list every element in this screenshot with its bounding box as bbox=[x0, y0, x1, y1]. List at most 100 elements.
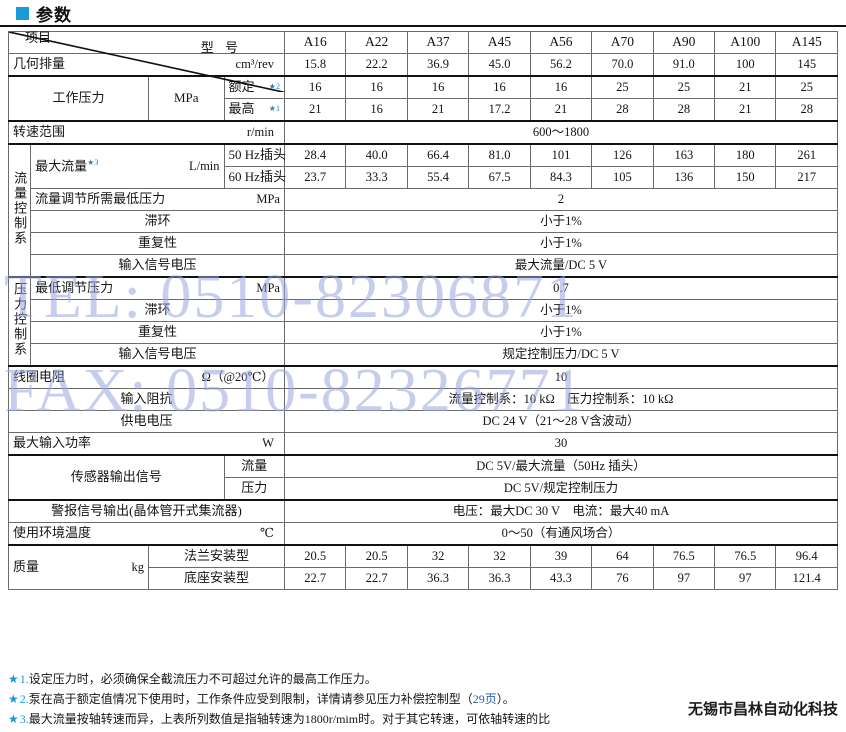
cell: 16 bbox=[283, 75, 347, 99]
displacement-unit: cm³/rev bbox=[235, 56, 274, 71]
value-flow-repeatability: 小于1% bbox=[283, 232, 839, 255]
section-title: 参数 bbox=[0, 0, 846, 26]
min-flow-adjust-unit: MPa bbox=[256, 191, 280, 206]
row-pressure-input-signal: 输入信号电压 规定控制压力/DC 5 V bbox=[9, 343, 839, 367]
model-col-a56: A56 bbox=[529, 31, 593, 54]
value-flow-hysteresis: 小于1% bbox=[283, 210, 839, 233]
value-min-adjust-pressure: 0.7 bbox=[283, 276, 839, 300]
cell: 36.3 bbox=[406, 567, 470, 590]
cell: 67.5 bbox=[468, 166, 531, 189]
cell: 96.4 bbox=[775, 544, 838, 568]
cell: 16 bbox=[345, 75, 408, 99]
footnote-number: 2. bbox=[19, 692, 29, 706]
model-col-a45: A45 bbox=[468, 31, 531, 54]
footnotes: ★1.设定压力时，必须确保全截流压力不可超过允许的最高工作压力。 ★2.泵在高于… bbox=[8, 669, 838, 729]
cell: 150 bbox=[714, 166, 777, 189]
label-max-input-power: 最大输入功率 W bbox=[8, 432, 285, 456]
group-flow-control: 流量控制系 bbox=[7, 143, 32, 278]
label-alarm-output: 警报信号输出(晶体管开式集流器) bbox=[8, 499, 285, 523]
cell: 21 bbox=[714, 98, 777, 122]
row-speed-range: 转速范围 r/min 600～1800 bbox=[8, 120, 839, 145]
coil-resistance-unit: Ω（@20℃） bbox=[201, 369, 274, 384]
cell: 32 bbox=[468, 544, 531, 568]
cell: 217 bbox=[775, 166, 838, 189]
min-adjust-name: 最低调节压力 bbox=[35, 280, 114, 296]
footnote-bullet-icon: ★ bbox=[8, 692, 19, 706]
label-pressure-input-signal: 输入信号电压 bbox=[30, 343, 285, 367]
label-50hz: 50 Hz插头 bbox=[223, 143, 286, 167]
value-pressure-input-signal: 规定控制压力/DC 5 V bbox=[283, 343, 839, 367]
specification-table: 型 号 项目 A16 A22 A37 A45 A56 A70 A90 A100 … bbox=[7, 30, 839, 590]
cell: 64 bbox=[591, 544, 654, 568]
label-pressure-repeatability: 重复性 bbox=[30, 321, 285, 344]
value-supply-voltage: DC 24 V（21～28 V含波动） bbox=[283, 410, 839, 433]
label-displacement: 几何排量 cm³/rev bbox=[8, 53, 285, 77]
cell: 100 bbox=[714, 53, 777, 77]
cell: 23.7 bbox=[283, 166, 347, 189]
cell: 126 bbox=[591, 143, 654, 167]
cell: 261 bbox=[775, 143, 838, 167]
row-alarm-output: 警报信号输出(晶体管开式集流器) 电压：最大DC 30 V 电流：最大40 mA bbox=[8, 499, 839, 523]
footnote-page-ref[interactable]: 29页 bbox=[472, 692, 497, 706]
value-alarm-output: 电压：最大DC 30 V 电流：最大40 mA bbox=[283, 499, 839, 523]
model-col-a22: A22 bbox=[345, 31, 408, 54]
row-ambient-temperature: 使用环境温度 ℃ 0～50（有通风场合） bbox=[8, 522, 839, 546]
title-divider bbox=[0, 25, 846, 27]
label-pressure-hysteresis: 滞环 bbox=[30, 299, 285, 322]
title-text: 参数 bbox=[36, 5, 72, 26]
model-header-label: 型 号 bbox=[200, 40, 242, 55]
cell: 28.4 bbox=[283, 143, 347, 167]
row-mass-base: 底座安装型 22.7 22.7 36.3 36.3 43.3 76 97 97 … bbox=[9, 567, 838, 590]
value-max-input-power: 30 bbox=[283, 432, 839, 456]
max-star-ref: ★1 bbox=[268, 104, 280, 114]
label-ambient-temperature: 使用环境温度 ℃ bbox=[8, 522, 285, 546]
ambient-temperature-name: 使用环境温度 bbox=[13, 525, 92, 541]
label-sensor-flow: 流量 bbox=[223, 454, 285, 478]
row-min-flow-adjust-pressure: 流量调节所需最低压力 MPa 2 bbox=[9, 188, 839, 211]
cell: 21 bbox=[283, 98, 347, 122]
min-flow-adjust-name: 流量调节所需最低压力 bbox=[35, 191, 166, 207]
label-flow-input-signal: 输入信号电压 bbox=[30, 254, 285, 278]
model-col-a70: A70 bbox=[591, 31, 654, 54]
label-flow-repeatability: 重复性 bbox=[30, 232, 285, 255]
footnote-bullet-icon: ★ bbox=[8, 712, 19, 726]
label-flow-hysteresis: 滞环 bbox=[30, 210, 285, 233]
row-working-pressure-rated: 工作压力 MPa 额定 ★2 16 16 16 16 16 25 25 21 25 bbox=[8, 75, 838, 122]
cell: 22.2 bbox=[345, 53, 408, 77]
cell: 97 bbox=[714, 567, 777, 590]
row-flow-input-signal: 输入信号电压 最大流量/DC 5 V bbox=[9, 254, 839, 278]
cell: 97 bbox=[652, 567, 716, 590]
cell: 32 bbox=[406, 544, 470, 568]
label-min-adjust-pressure: 最低调节压力 MPa bbox=[30, 276, 285, 300]
cell: 25 bbox=[591, 75, 654, 99]
cell: 70.0 bbox=[591, 53, 654, 77]
cell: 21 bbox=[529, 98, 593, 122]
speed-range-unit: r/min bbox=[246, 124, 274, 139]
row-min-adjust-pressure: 压力控制系 最低调节压力 MPa 0.7 bbox=[7, 276, 839, 367]
footnote-2: ★2.泵在高于额定值情况下使用时，工作条件应受到限制，详情请参见压力补偿控制型（… bbox=[8, 689, 838, 709]
label-max: 最高 ★1 bbox=[223, 98, 285, 122]
row-sensor-output-flow: 传感器输出信号 流量 DC 5V/最大流量（50Hz 插头） bbox=[8, 454, 839, 501]
max-label: 最高 bbox=[228, 101, 255, 117]
cell: 16 bbox=[529, 75, 593, 99]
unit-working-pressure: MPa bbox=[148, 75, 225, 122]
model-col-a145: A145 bbox=[775, 31, 838, 54]
row-coil-resistance: 线圈电阻 Ω（@20℃） 10 bbox=[8, 365, 839, 389]
label-supply-voltage: 供电电压 bbox=[8, 410, 285, 433]
cell: 22.7 bbox=[345, 567, 408, 590]
model-col-a16: A16 bbox=[283, 31, 347, 54]
diagonal-divider-icon bbox=[9, 32, 284, 93]
displacement-name: 几何排量 bbox=[13, 56, 66, 72]
row-flow-repeatability: 重复性 小于1% bbox=[9, 232, 839, 255]
cell: 16 bbox=[468, 75, 531, 99]
cell: 101 bbox=[529, 143, 593, 167]
cell: 81.0 bbox=[468, 143, 531, 167]
cell: 76.5 bbox=[714, 544, 777, 568]
group-pressure-control: 压力控制系 bbox=[7, 276, 32, 367]
table-header-row: 型 号 项目 A16 A22 A37 A45 A56 A70 A90 A100 … bbox=[8, 30, 838, 93]
model-col-a37: A37 bbox=[406, 31, 470, 54]
rated-label: 额定 bbox=[228, 79, 255, 95]
cell: 36.9 bbox=[406, 53, 470, 77]
cell: 105 bbox=[591, 166, 654, 189]
